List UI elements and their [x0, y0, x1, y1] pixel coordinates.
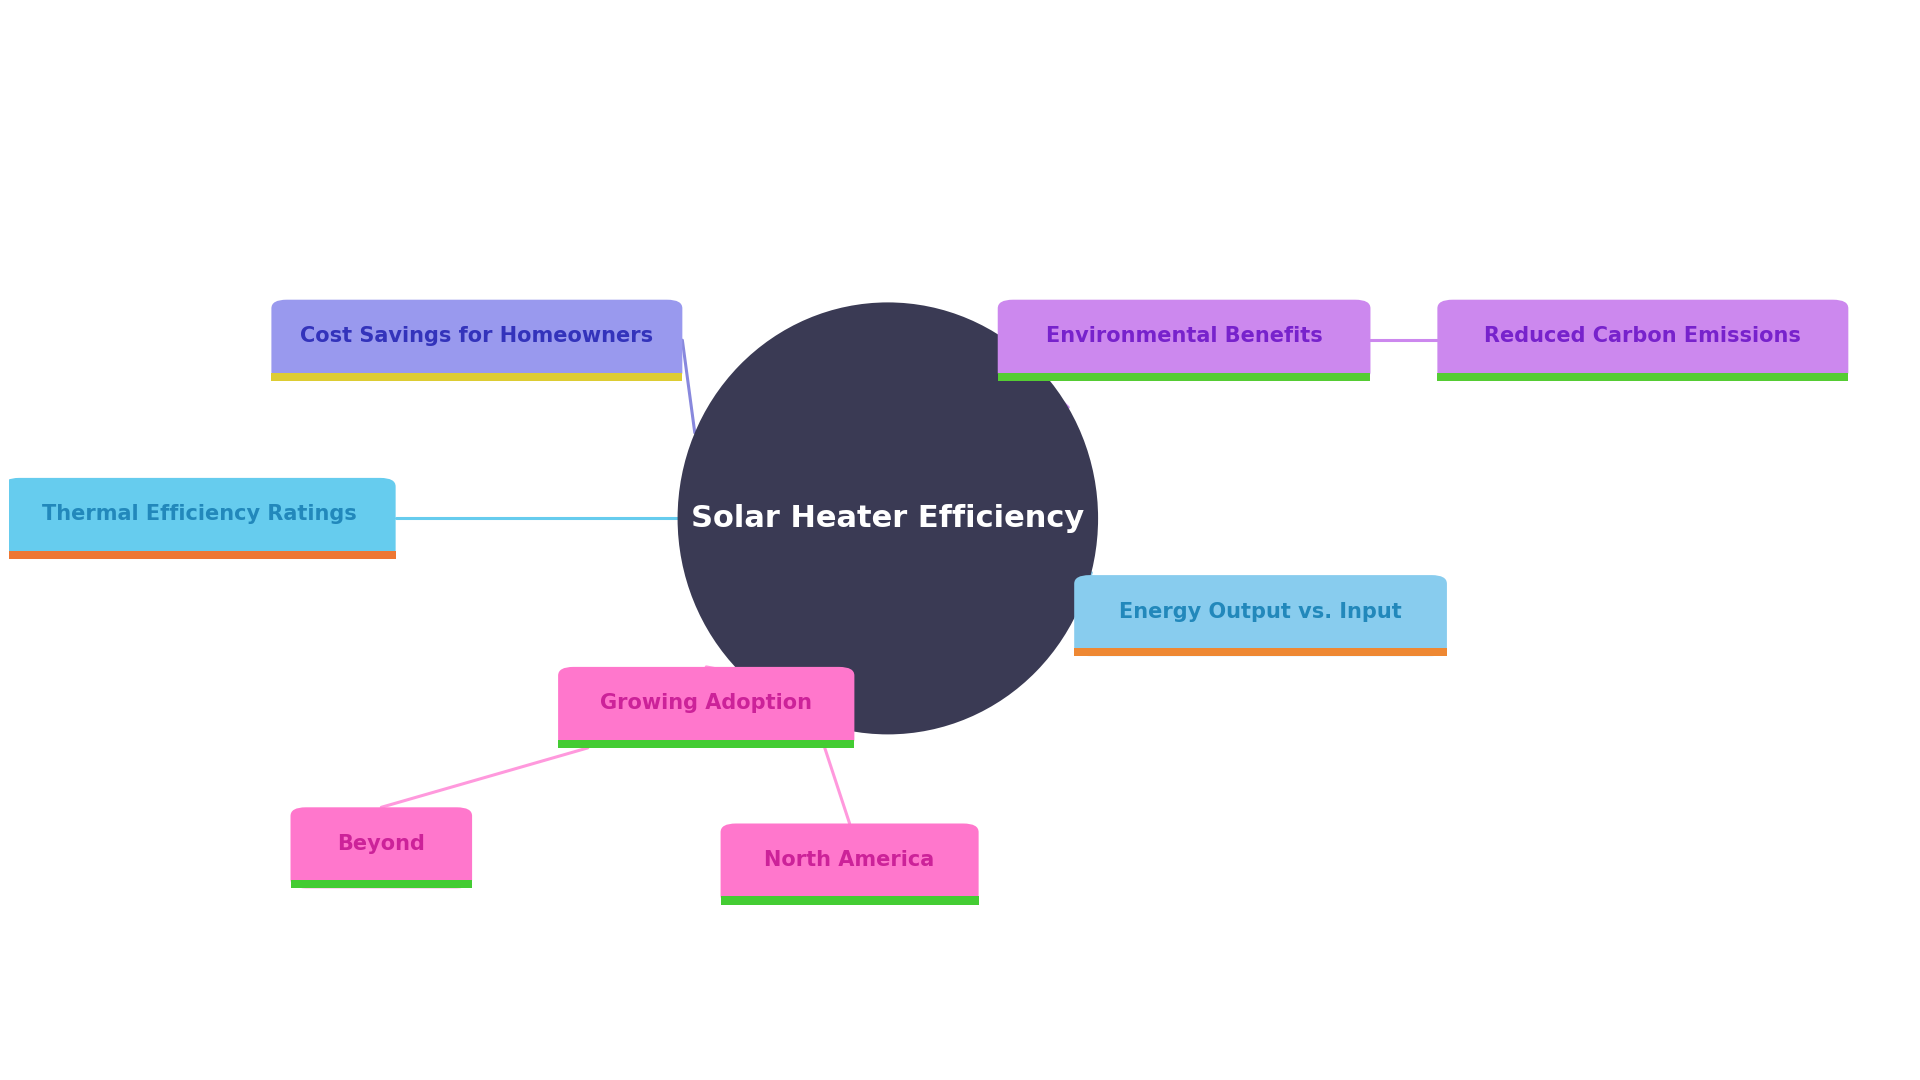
FancyBboxPatch shape — [271, 299, 682, 380]
FancyBboxPatch shape — [290, 808, 472, 888]
Text: Solar Heater Efficiency: Solar Heater Efficiency — [691, 504, 1085, 532]
Text: Beyond: Beyond — [338, 834, 424, 854]
FancyBboxPatch shape — [4, 477, 396, 559]
Bar — [290, 880, 472, 888]
Text: Environmental Benefits: Environmental Benefits — [1046, 326, 1323, 347]
Bar — [720, 896, 979, 905]
FancyBboxPatch shape — [559, 666, 854, 747]
Bar — [1073, 648, 1448, 656]
Bar — [271, 373, 682, 380]
Text: Reduced Carbon Emissions: Reduced Carbon Emissions — [1484, 326, 1801, 347]
Text: Growing Adoption: Growing Adoption — [601, 693, 812, 714]
FancyBboxPatch shape — [998, 299, 1371, 380]
FancyBboxPatch shape — [1438, 299, 1849, 380]
FancyBboxPatch shape — [720, 823, 979, 905]
Bar — [1438, 373, 1849, 380]
Text: North America: North America — [764, 850, 935, 870]
Bar — [559, 740, 854, 747]
Bar — [998, 373, 1371, 380]
Text: Cost Savings for Homeowners: Cost Savings for Homeowners — [300, 326, 653, 347]
Ellipse shape — [678, 302, 1098, 734]
FancyBboxPatch shape — [1073, 575, 1448, 656]
Text: Thermal Efficiency Ratings: Thermal Efficiency Ratings — [42, 504, 357, 525]
Text: Energy Output vs. Input: Energy Output vs. Input — [1119, 602, 1402, 622]
Bar — [4, 551, 396, 559]
